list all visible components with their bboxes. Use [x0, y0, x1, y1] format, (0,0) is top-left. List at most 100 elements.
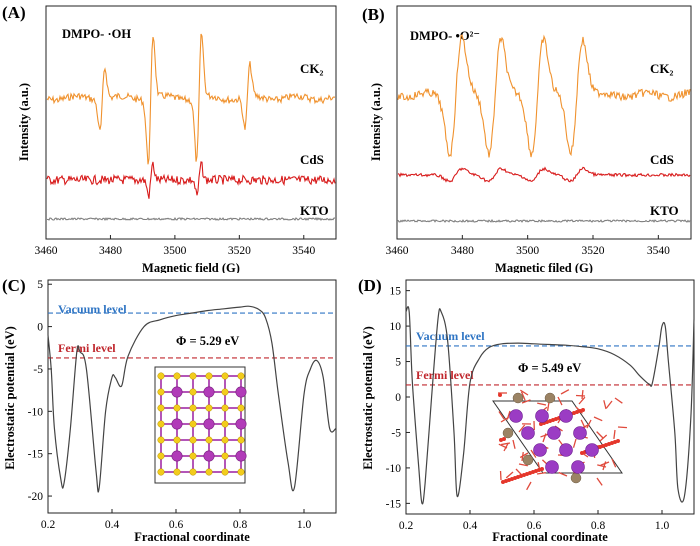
bond	[537, 402, 547, 406]
x-axis-label-c: Fractional coordinate	[134, 530, 250, 544]
bond	[542, 433, 547, 443]
x-tick-label-a-2: 3500	[163, 245, 186, 257]
panel-label-b: (B)	[362, 5, 385, 24]
panel-b: (B) DMPO- •O²⁻ 3460 3480 3500 3520 3540 Magn…	[362, 5, 692, 273]
atom-small	[173, 372, 181, 380]
bond	[518, 463, 528, 467]
y-tick-label-d-4: -5	[391, 427, 401, 439]
panel-label-c: (C)	[2, 276, 26, 295]
bond	[521, 451, 524, 462]
y-tick-label-d-3: 0	[395, 392, 401, 404]
axis-ticks-d: 0.2 0.4 0.6 0.8 1.0 15 10 5 0 -5 -10 -15	[386, 286, 670, 532]
bond	[558, 471, 568, 477]
axis-ticks-c: 0.2 0.4 0.6 0.8 1.0 5 0 -5 -10 -15 -20	[28, 279, 312, 531]
bond	[613, 429, 616, 440]
x-tick-label-a-3: 3520	[228, 245, 251, 257]
bond	[520, 391, 526, 401]
x-tick-label-d-2: 0.6	[527, 520, 542, 532]
bond	[603, 400, 607, 410]
atom-large	[171, 418, 183, 430]
y-tick-label-c-0: 5	[37, 279, 43, 291]
atom-small	[205, 468, 213, 476]
atom-small	[205, 372, 213, 380]
atom-small	[189, 388, 197, 396]
atom-small	[189, 420, 197, 428]
bond	[546, 401, 550, 411]
plot-frame-c	[47, 279, 337, 514]
atom-small	[157, 452, 165, 460]
y-tick-label-c-4: -15	[28, 449, 44, 461]
y-tick-label-d-6: -15	[386, 498, 402, 510]
atom-large	[203, 418, 215, 430]
atom-oxygen	[616, 439, 620, 443]
series-line-cds-a	[46, 161, 336, 199]
atom-purple-8	[585, 443, 599, 457]
plot-frame-b	[396, 5, 692, 240]
atom-large	[203, 450, 215, 462]
bond	[599, 434, 608, 442]
bond	[605, 400, 613, 409]
x-tick-label-d-3: 0.8	[591, 520, 606, 532]
series-line-ck2-b	[397, 34, 691, 158]
y-tick-label-d-5: -10	[386, 463, 402, 475]
series-label-cds-a: CdS	[300, 152, 324, 167]
bond	[518, 424, 526, 433]
bond	[520, 389, 529, 396]
x-tick-label-a-4: 3540	[292, 245, 315, 257]
x-axis-label-d: Fractional coordinate	[492, 530, 608, 544]
y-tick-label-d-1: 10	[390, 321, 402, 333]
panel-d: (D) 0.2 0.4 0.6 0.8 1.0 15 10 5 0 -5 -10 -15 Vacuum…	[358, 276, 695, 544]
x-ticks-a: 3460 3480 3500 3520 3540	[35, 235, 316, 257]
x-axis-label-b: Magnetic filed (G)	[495, 261, 593, 273]
y-axis-label-b: Intensity (a.u.)	[369, 83, 383, 161]
y-axis-label-c: Electrostatic potential (eV)	[3, 326, 17, 469]
atom-small	[237, 436, 245, 444]
atom-purple-2	[559, 409, 573, 423]
series-line-kto-b	[397, 218, 691, 223]
x-tick-label-b-1: 3480	[451, 245, 474, 257]
atom-brown-4	[502, 427, 514, 439]
bond	[536, 471, 546, 475]
atom-large	[171, 386, 183, 398]
atom-brown-1	[544, 392, 556, 404]
atom-small	[157, 420, 165, 428]
x-tick-label-c-3: 0.8	[233, 519, 248, 531]
crystal-structure-d	[492, 389, 628, 491]
atom-small	[157, 388, 165, 396]
atom-small	[173, 404, 181, 412]
bond	[501, 442, 511, 446]
x-tick-label-c-1: 0.4	[105, 519, 120, 531]
fermi-level-label-d: Fermi level	[416, 368, 474, 382]
atom-small	[189, 404, 197, 412]
bond	[530, 449, 537, 458]
y-tick-label-c-1: 0	[37, 322, 43, 334]
series-label-ck2-a: CK₂	[300, 61, 324, 76]
bond	[572, 438, 577, 448]
series-line-ck2-a	[46, 33, 336, 165]
atom-purple-5	[573, 426, 587, 440]
bond	[602, 461, 607, 471]
potential-curve-c	[47, 305, 337, 493]
bond	[498, 443, 508, 449]
cell-outline-d	[492, 400, 623, 474]
annotation-b: DMPO- •O²⁻	[410, 29, 480, 43]
bond	[560, 389, 570, 395]
atom-oxygen	[502, 437, 506, 441]
y-tick-label-c-2: -5	[33, 364, 43, 376]
atom-large	[203, 386, 215, 398]
y-axis-label-d: Electrostatic potential (eV)	[361, 326, 375, 469]
bond	[611, 458, 617, 468]
atom-purple-7	[559, 443, 573, 457]
atom-small	[237, 404, 245, 412]
bond	[617, 426, 628, 429]
atom-small	[157, 404, 165, 412]
x-axis-label-a: Magnetic field (G)	[142, 261, 240, 273]
atom-small	[237, 372, 245, 380]
atom-small	[157, 372, 165, 380]
atom-large	[235, 450, 247, 462]
x-tick-label-c-2: 0.6	[169, 519, 184, 531]
atom-oxygen	[581, 408, 585, 412]
bond	[519, 452, 529, 459]
bond	[593, 416, 603, 422]
bond	[505, 471, 514, 479]
